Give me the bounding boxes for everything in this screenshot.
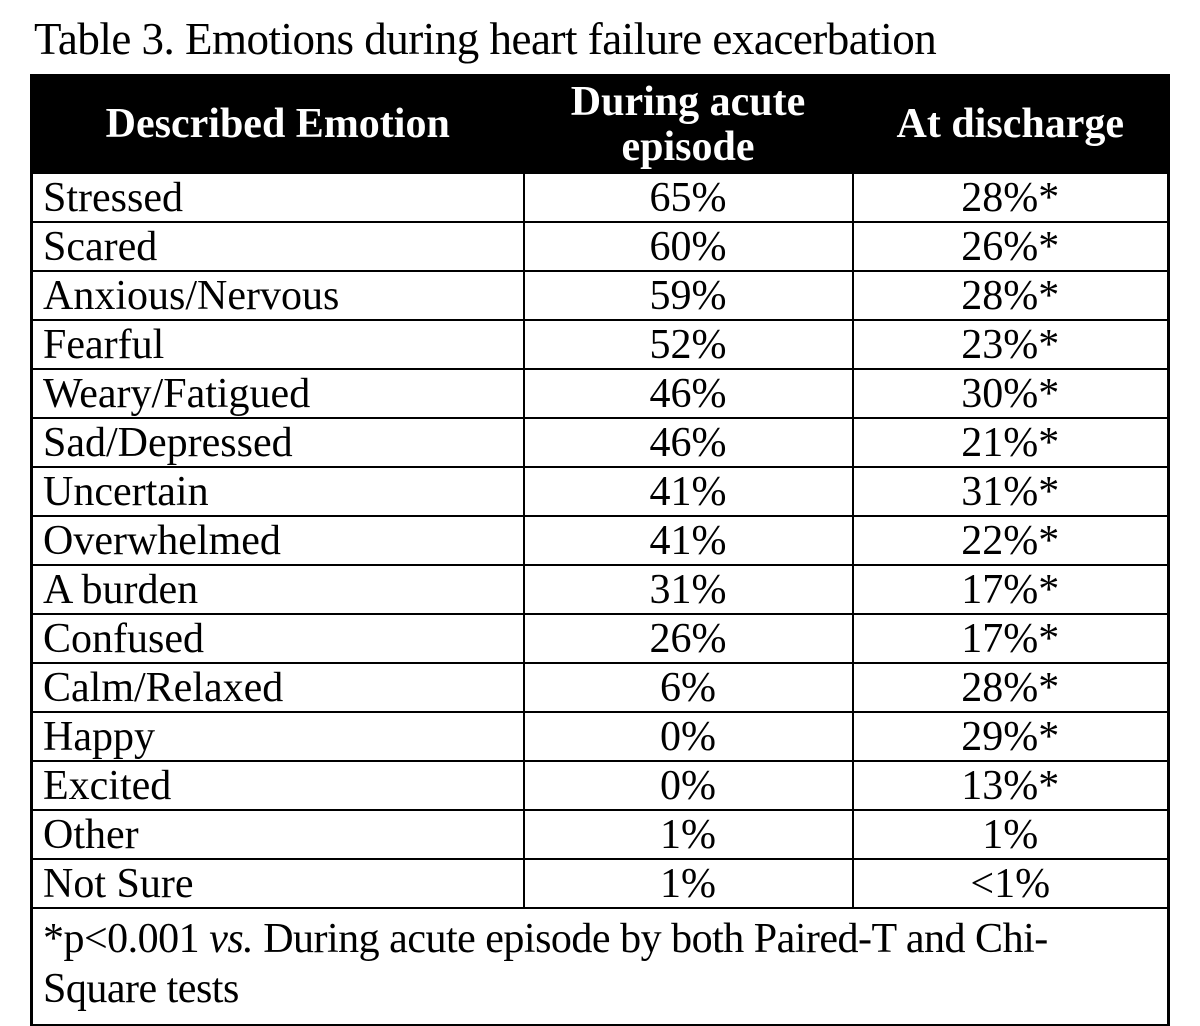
discharge-value-cell: 17%* (851, 613, 1170, 665)
emotion-cell: Overwhelmed (30, 515, 525, 567)
emotion-cell: Calm/Relaxed (30, 662, 525, 714)
discharge-value-cell: 28%* (851, 270, 1170, 322)
emotion-cell: A burden (30, 564, 525, 616)
emotion-cell: Uncertain (30, 466, 525, 518)
table-row: Confused 26% 17%* (30, 613, 1170, 665)
table-row: Scared 60% 26%* (30, 221, 1170, 273)
discharge-value-cell: 17%* (851, 564, 1170, 616)
table-caption: Table 3. Emotions during heart failure e… (34, 14, 937, 64)
table-row: Uncertain 41% 31%* (30, 466, 1170, 518)
discharge-value-cell: <1% (851, 858, 1170, 910)
table-row: Fearful 52% 23%* (30, 319, 1170, 371)
acute-value-cell: 26% (522, 613, 854, 665)
discharge-value-cell: 30%* (851, 368, 1170, 420)
table-row: A burden 31% 17%* (30, 564, 1170, 616)
table-row: Weary/Fatigued 46% 30%* (30, 368, 1170, 420)
table-row: Anxious/Nervous 59% 28%* (30, 270, 1170, 322)
footnote-prefix: *p<0.001 (43, 916, 210, 963)
table-row: Happy 0% 29%* (30, 711, 1170, 763)
header-row: Described Emotion During acute episode A… (30, 74, 1170, 175)
acute-value-cell: 52% (522, 319, 854, 371)
emotion-cell: Confused (30, 613, 525, 665)
acute-value-cell: 41% (522, 515, 854, 567)
discharge-value-cell: 23%* (851, 319, 1170, 371)
emotion-cell: Scared (30, 221, 525, 273)
discharge-value-cell: 26%* (851, 221, 1170, 273)
header-described-emotion: Described Emotion (30, 74, 525, 175)
footnote-cell: *p<0.001 vs. During acute episode by bot… (30, 907, 1170, 1026)
acute-value-cell: 31% (522, 564, 854, 616)
table-row: Not Sure 1% <1% (30, 858, 1170, 910)
discharge-value-cell: 29%* (851, 711, 1170, 763)
acute-value-cell: 46% (522, 417, 854, 469)
acute-value-cell: 41% (522, 466, 854, 518)
acute-value-cell: 1% (522, 809, 854, 861)
acute-value-cell: 60% (522, 221, 854, 273)
header-during-acute-episode: During acute episode (522, 74, 854, 175)
acute-value-cell: 59% (522, 270, 854, 322)
emotion-cell: Weary/Fatigued (30, 368, 525, 420)
discharge-value-cell: 22%* (851, 515, 1170, 567)
discharge-value-cell: 13%* (851, 760, 1170, 812)
table-row: Overwhelmed 41% 22%* (30, 515, 1170, 567)
acute-value-cell: 1% (522, 858, 854, 910)
emotion-cell: Fearful (30, 319, 525, 371)
emotion-cell: Not Sure (30, 858, 525, 910)
discharge-value-cell: 21%* (851, 417, 1170, 469)
table-row: Other 1% 1% (30, 809, 1170, 861)
table-row: Stressed 65% 28%* (30, 172, 1170, 224)
discharge-value-cell: 28%* (851, 172, 1170, 224)
table-row: Sad/Depressed 46% 21%* (30, 417, 1170, 469)
acute-value-cell: 0% (522, 711, 854, 763)
discharge-value-cell: 1% (851, 809, 1170, 861)
acute-value-cell: 46% (522, 368, 854, 420)
acute-value-cell: 6% (522, 662, 854, 714)
footnote-row: *p<0.001 vs. During acute episode by bot… (30, 907, 1170, 1026)
header-during-acute-episode-label: During acute episode (570, 78, 806, 170)
emotion-cell: Excited (30, 760, 525, 812)
emotions-table: Described Emotion During acute episode A… (30, 74, 1170, 1026)
emotion-cell: Anxious/Nervous (30, 270, 525, 322)
emotion-cell: Stressed (30, 172, 525, 224)
header-at-discharge: At discharge (851, 74, 1170, 175)
table-row: Calm/Relaxed 6% 28%* (30, 662, 1170, 714)
emotion-cell: Other (30, 809, 525, 861)
footnote-vs: vs. (209, 916, 254, 963)
discharge-value-cell: 31%* (851, 466, 1170, 518)
table-row: Excited 0% 13%* (30, 760, 1170, 812)
emotion-cell: Sad/Depressed (30, 417, 525, 469)
discharge-value-cell: 28%* (851, 662, 1170, 714)
footnote-suffix: During acute episode by both Paired-T an… (43, 916, 1048, 1012)
emotion-cell: Happy (30, 711, 525, 763)
acute-value-cell: 0% (522, 760, 854, 812)
acute-value-cell: 65% (522, 172, 854, 224)
